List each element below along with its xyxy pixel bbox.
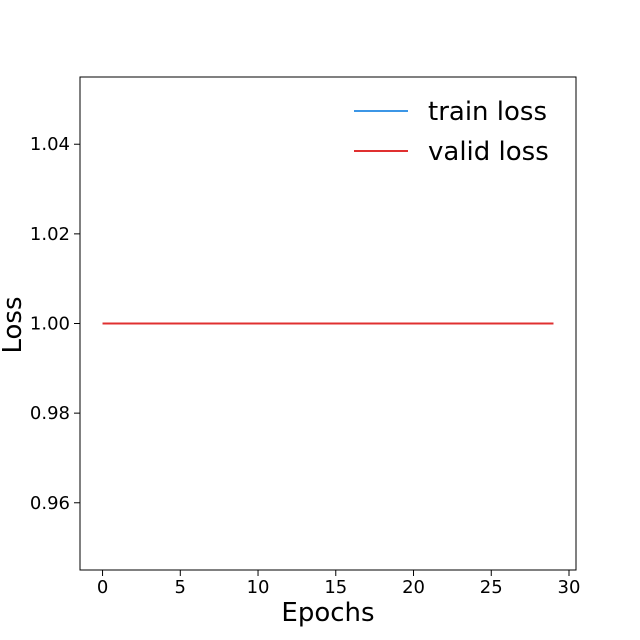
legend: train loss valid loss	[354, 97, 549, 167]
legend-label: train loss	[428, 97, 547, 127]
y-axis-title: Loss	[0, 296, 28, 353]
ticks-layer: 0 5 10 15 20 25 30 0.96 0.98 1.00 1.02 1.04	[30, 134, 581, 598]
x-tick-label: 5	[175, 577, 186, 598]
x-tick-label: 15	[324, 577, 347, 598]
x-tick-label: 0	[97, 577, 108, 598]
y-tick-label: 1.00	[30, 314, 70, 335]
plot-frame	[79, 76, 577, 571]
x-axis-title: Epochs	[281, 598, 374, 628]
legend-label: valid loss	[428, 137, 549, 167]
y-tick-label: 0.96	[30, 493, 70, 514]
x-tick-label: 10	[247, 577, 270, 598]
y-tick-label: 1.02	[30, 224, 70, 245]
x-tick-label: 25	[480, 577, 503, 598]
x-tick-label: 30	[558, 577, 581, 598]
y-tick-label: 0.98	[30, 403, 70, 424]
x-tick-label: 20	[402, 577, 425, 598]
y-tick-label: 1.04	[30, 134, 70, 155]
